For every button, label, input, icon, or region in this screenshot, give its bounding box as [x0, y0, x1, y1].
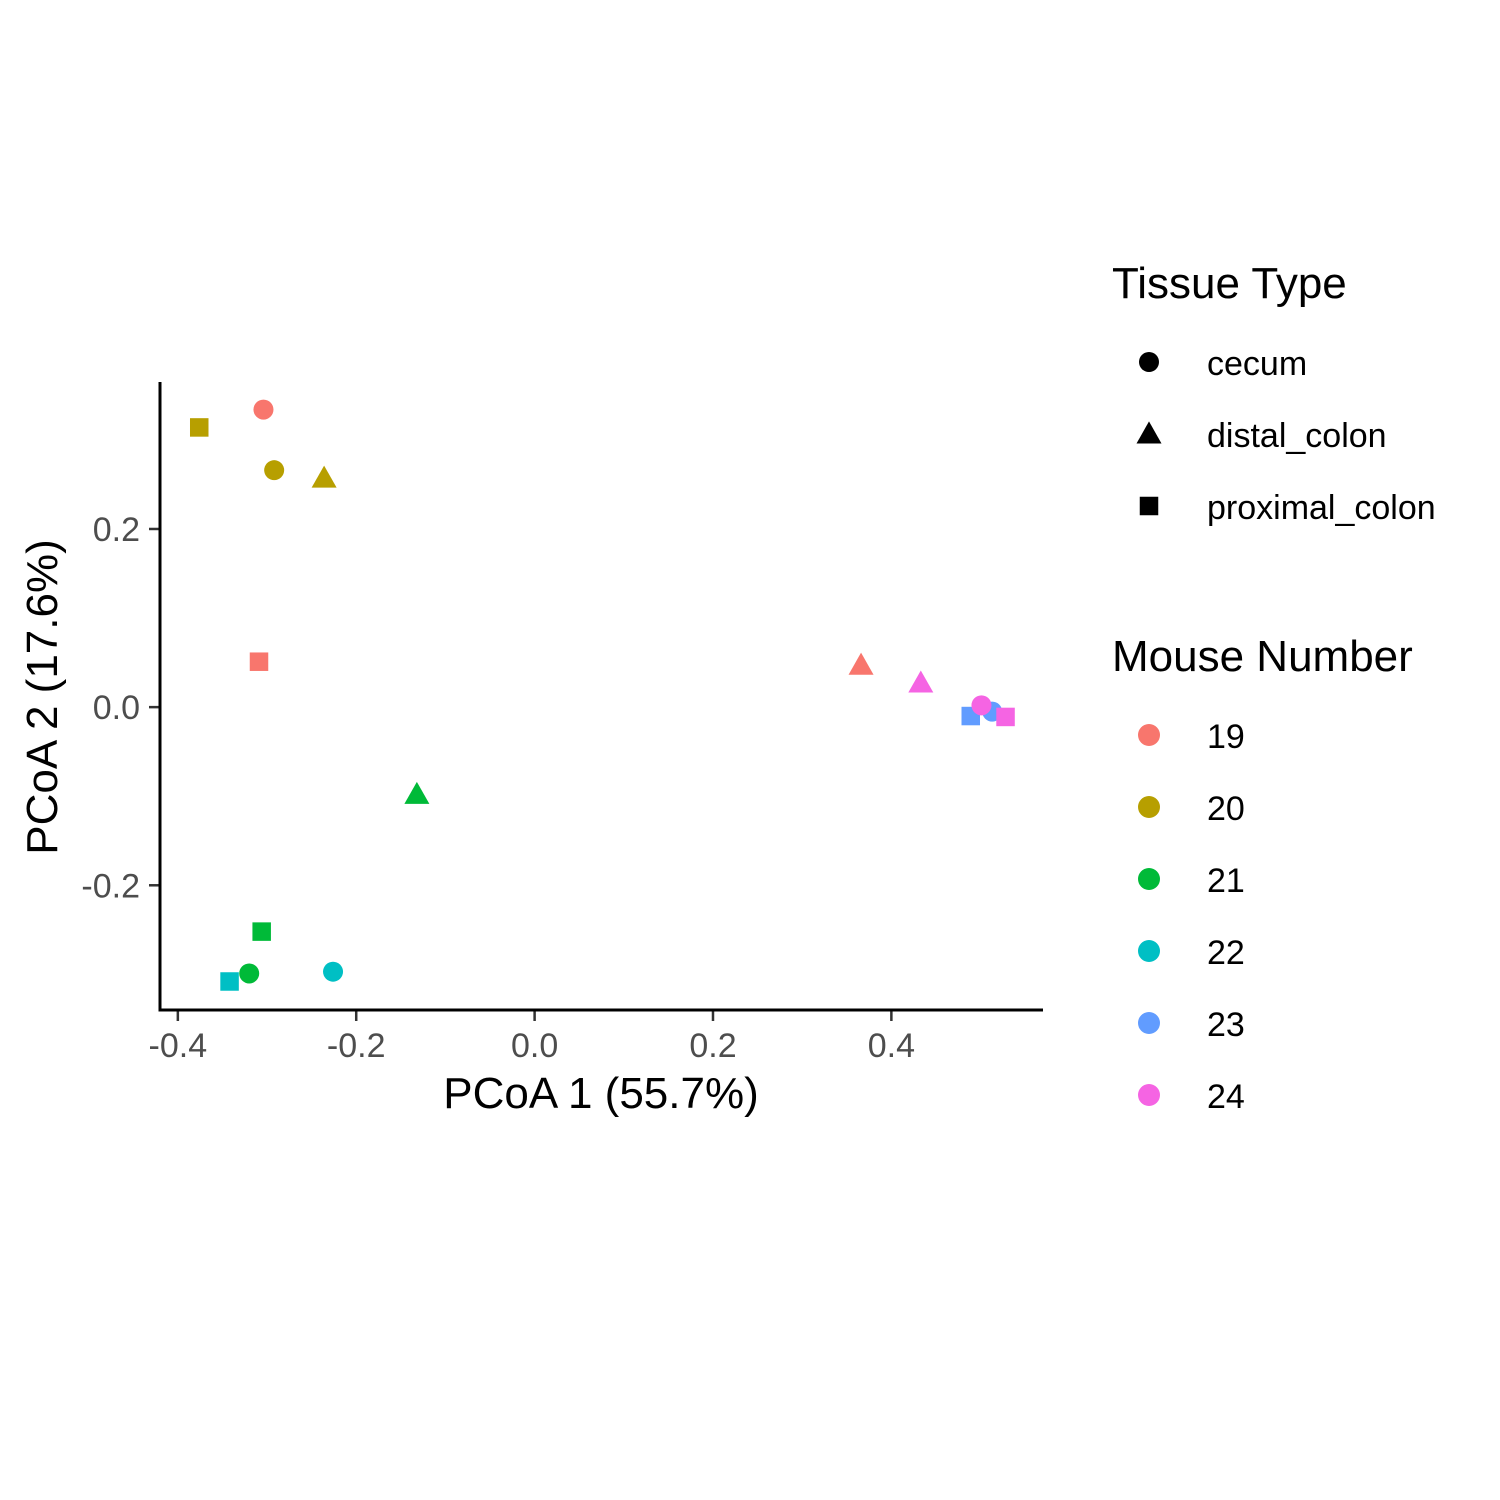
data-points [189, 399, 1015, 991]
legend-key-mouse-23 [1138, 1012, 1160, 1034]
legend-key-proximal-colon [1139, 496, 1159, 516]
data-point-mouse-24-cecum [971, 695, 992, 716]
data-point-mouse-21-proximal-colon [252, 922, 271, 941]
x-axis-title: PCoA 1 (55.7%) [443, 1069, 759, 1118]
legend-tissue-type: Tissue Type cecum distal_colon proximal_co… [1112, 259, 1436, 527]
legend-label-mouse-24: 24 [1207, 1078, 1245, 1116]
legend-label-distal-colon: distal_colon [1207, 417, 1387, 455]
legend-key-mouse-20 [1138, 796, 1160, 818]
legend-label-mouse-23: 23 [1207, 1006, 1245, 1044]
x-tick-label: 0.2 [689, 1027, 736, 1065]
data-point-mouse-20-distal-colon [311, 465, 337, 488]
data-point-mouse-20-cecum [264, 460, 285, 481]
data-point-mouse-19-distal-colon [848, 652, 874, 675]
legend-label-mouse-21: 21 [1207, 862, 1245, 900]
data-point-mouse-21-cecum [239, 963, 260, 984]
data-point-mouse-24-distal-colon [908, 670, 934, 693]
legend-key-mouse-19 [1138, 724, 1160, 746]
x-tick-label: -0.2 [327, 1027, 386, 1065]
x-axis-ticks: -0.4 -0.2 0.0 0.2 0.4 [149, 1011, 915, 1065]
legend-key-distal-colon [1136, 421, 1162, 444]
y-axis-ticks: -0.2 0.0 0.2 [81, 511, 159, 905]
x-tick-label: 0.0 [511, 1027, 558, 1065]
legend-label-cecum: cecum [1207, 345, 1307, 383]
y-tick-label: 0.2 [93, 511, 140, 549]
legend-tissue-type-title: Tissue Type [1112, 259, 1347, 308]
y-axis-title: PCoA 2 (17.6%) [18, 539, 67, 855]
x-tick-label: 0.4 [868, 1027, 915, 1065]
legend-label-mouse-20: 20 [1207, 790, 1245, 828]
data-point-mouse-19-cecum [253, 399, 274, 420]
legend-mouse-number: Mouse Number 19 20 21 22 23 24 [1112, 632, 1413, 1116]
legend-label-mouse-22: 22 [1207, 934, 1245, 972]
y-tick-label: 0.0 [93, 689, 140, 727]
y-tick-label: -0.2 [81, 867, 140, 905]
legend-key-mouse-24 [1138, 1084, 1160, 1106]
legend-key-mouse-22 [1138, 940, 1160, 962]
legend-key-cecum [1139, 352, 1159, 372]
data-point-mouse-19-proximal-colon [249, 652, 269, 671]
data-point-mouse-20-proximal-colon [189, 418, 209, 437]
legend-label-mouse-19: 19 [1207, 718, 1245, 756]
legend-label-proximal-colon: proximal_colon [1207, 489, 1436, 527]
data-point-mouse-22-proximal-colon [220, 972, 239, 991]
data-point-mouse-21-distal-colon [404, 781, 430, 804]
legend-mouse-number-title: Mouse Number [1112, 632, 1413, 681]
data-point-mouse-22-cecum [323, 961, 344, 982]
x-tick-label: -0.4 [149, 1027, 208, 1065]
legend-key-mouse-21 [1138, 868, 1160, 890]
data-point-mouse-24-proximal-colon [996, 707, 1015, 727]
